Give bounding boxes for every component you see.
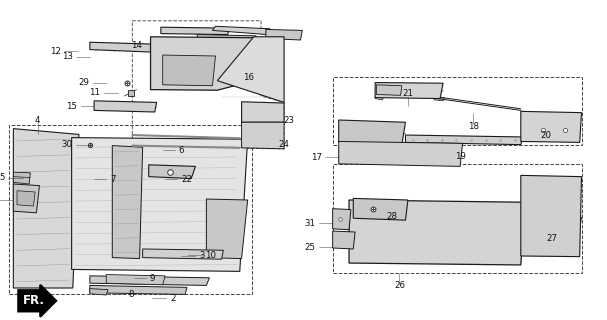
Text: 13: 13 bbox=[62, 52, 73, 61]
Text: 17: 17 bbox=[311, 153, 322, 162]
Polygon shape bbox=[212, 26, 270, 35]
Text: 7: 7 bbox=[110, 175, 115, 184]
Text: 11: 11 bbox=[89, 88, 100, 97]
Text: 14: 14 bbox=[131, 41, 142, 50]
Polygon shape bbox=[90, 289, 108, 295]
Polygon shape bbox=[72, 138, 248, 271]
Polygon shape bbox=[217, 37, 284, 102]
Polygon shape bbox=[375, 96, 384, 100]
Text: 31: 31 bbox=[305, 219, 316, 228]
Polygon shape bbox=[521, 111, 582, 142]
Polygon shape bbox=[266, 29, 302, 40]
Polygon shape bbox=[106, 275, 165, 285]
Polygon shape bbox=[112, 146, 143, 259]
Text: 16: 16 bbox=[243, 73, 254, 82]
Bar bbox=[333, 164, 582, 273]
Polygon shape bbox=[242, 122, 284, 149]
Polygon shape bbox=[90, 276, 209, 285]
Text: 23: 23 bbox=[283, 116, 294, 125]
Polygon shape bbox=[339, 120, 405, 145]
Polygon shape bbox=[13, 184, 39, 213]
Polygon shape bbox=[242, 102, 284, 122]
Text: 5: 5 bbox=[0, 173, 5, 182]
Polygon shape bbox=[339, 141, 463, 166]
Bar bbox=[333, 77, 582, 145]
Text: 12: 12 bbox=[50, 47, 61, 56]
Text: 10: 10 bbox=[205, 251, 216, 260]
Text: 19: 19 bbox=[455, 152, 466, 161]
Polygon shape bbox=[197, 35, 256, 44]
Polygon shape bbox=[349, 200, 525, 265]
Polygon shape bbox=[375, 83, 443, 99]
Text: 2: 2 bbox=[170, 294, 175, 303]
Text: 25: 25 bbox=[305, 243, 316, 252]
Polygon shape bbox=[333, 209, 351, 230]
Text: 4: 4 bbox=[35, 116, 41, 125]
Text: 24: 24 bbox=[278, 140, 289, 149]
Text: 29: 29 bbox=[78, 78, 89, 87]
Text: 20: 20 bbox=[540, 131, 551, 140]
Text: 8: 8 bbox=[128, 290, 134, 299]
Bar bbox=[9, 125, 252, 294]
Polygon shape bbox=[72, 154, 226, 163]
Polygon shape bbox=[434, 97, 444, 101]
Polygon shape bbox=[94, 101, 157, 112]
Polygon shape bbox=[521, 175, 582, 257]
Polygon shape bbox=[206, 199, 248, 259]
Polygon shape bbox=[353, 198, 408, 220]
Text: 27: 27 bbox=[546, 234, 557, 243]
Polygon shape bbox=[341, 122, 373, 142]
Polygon shape bbox=[149, 165, 195, 179]
Polygon shape bbox=[13, 172, 30, 184]
Text: 18: 18 bbox=[468, 122, 479, 131]
Text: 21: 21 bbox=[402, 89, 413, 98]
Polygon shape bbox=[461, 202, 523, 262]
Polygon shape bbox=[143, 249, 223, 259]
Text: 3: 3 bbox=[199, 252, 205, 260]
Text: 22: 22 bbox=[181, 175, 192, 184]
Polygon shape bbox=[161, 27, 229, 35]
Polygon shape bbox=[333, 231, 355, 249]
Polygon shape bbox=[523, 217, 582, 230]
Polygon shape bbox=[13, 129, 79, 288]
Polygon shape bbox=[151, 37, 254, 90]
Text: 30: 30 bbox=[62, 140, 73, 149]
Text: 26: 26 bbox=[394, 281, 405, 290]
Polygon shape bbox=[90, 285, 187, 294]
Text: FR.: FR. bbox=[22, 294, 44, 307]
Text: 28: 28 bbox=[386, 212, 397, 221]
Polygon shape bbox=[352, 202, 392, 262]
Polygon shape bbox=[405, 135, 523, 145]
Polygon shape bbox=[72, 145, 242, 154]
Polygon shape bbox=[163, 55, 215, 86]
Text: 6: 6 bbox=[178, 146, 184, 155]
Polygon shape bbox=[17, 191, 35, 206]
Polygon shape bbox=[376, 85, 402, 95]
Text: 9: 9 bbox=[149, 274, 155, 283]
Polygon shape bbox=[90, 42, 197, 54]
Text: 15: 15 bbox=[66, 102, 77, 111]
